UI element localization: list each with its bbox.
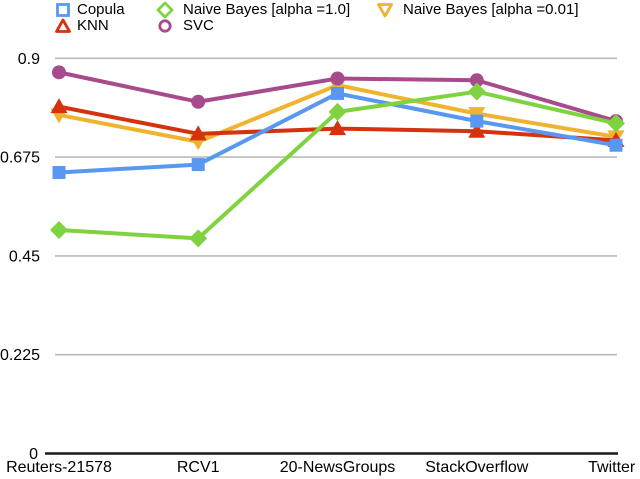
data-point-marker <box>470 114 484 128</box>
x-axis-label: RCV1 <box>177 459 220 476</box>
legend-label-copula: Copula <box>77 1 125 18</box>
legend-item-naive-bayes-alpha-1-0: Naive Bayes [alpha =1.0] <box>156 1 350 18</box>
triangle-up-legend-marker-icon <box>54 17 72 35</box>
data-point-marker <box>607 114 625 133</box>
data-point-marker <box>189 125 207 141</box>
legend-label-naive-bayes-alpha-1-0: Naive Bayes [alpha =1.0] <box>183 1 351 18</box>
y-tick-label: 0.675 <box>0 150 40 167</box>
data-point-marker <box>468 122 486 138</box>
data-point-marker <box>191 158 205 172</box>
data-point-marker <box>330 71 345 86</box>
data-point-marker <box>467 82 486 101</box>
data-point-marker <box>189 229 208 248</box>
y-tick-label: 0.9 <box>18 51 40 68</box>
diamond-legend-marker-icon <box>156 1 174 19</box>
data-point-marker <box>328 102 347 121</box>
legend-label-naive-bayes-alpha-0-01: Naive Bayes [alpha =0.01] <box>403 1 579 18</box>
legend-item-knn: KNN <box>54 17 109 34</box>
y-tick-label: 0.45 <box>9 248 40 265</box>
square-legend-marker-icon <box>54 1 72 19</box>
x-axis-label: Reuters-21578 <box>6 459 112 476</box>
x-axis-label: 20-NewsGroups <box>280 459 396 476</box>
legend-label-knn: KNN <box>77 17 109 34</box>
legend-label-svc: SVC <box>183 17 214 34</box>
legend-item-copula: Copula <box>54 1 125 18</box>
y-tick-label: 0 <box>29 446 38 463</box>
data-point-marker <box>52 165 66 179</box>
data-point-marker <box>50 98 68 114</box>
data-point-marker <box>469 73 484 88</box>
data-point-marker <box>191 94 206 109</box>
y-tick-label: 0.225 <box>0 347 40 364</box>
chart-legend: Copula KNN Naive Bayes [alpha =1.0] SVC Naiv… <box>0 0 640 38</box>
data-point-marker <box>52 65 66 80</box>
legend-item-svc: SVC <box>156 17 214 34</box>
x-axis-label: Twitter <box>588 459 636 476</box>
data-point-marker <box>609 138 623 152</box>
data-point-marker <box>331 86 344 100</box>
x-axis-label: StackOverflow <box>425 459 529 476</box>
circle-legend-marker-icon <box>156 17 174 35</box>
data-point-marker <box>329 120 346 136</box>
data-point-marker <box>50 220 68 239</box>
legend-item-naive-bayes-alpha-0-01: Naive Bayes [alpha =0.01] <box>376 1 579 18</box>
triangle-down-legend-marker-icon <box>376 1 394 19</box>
